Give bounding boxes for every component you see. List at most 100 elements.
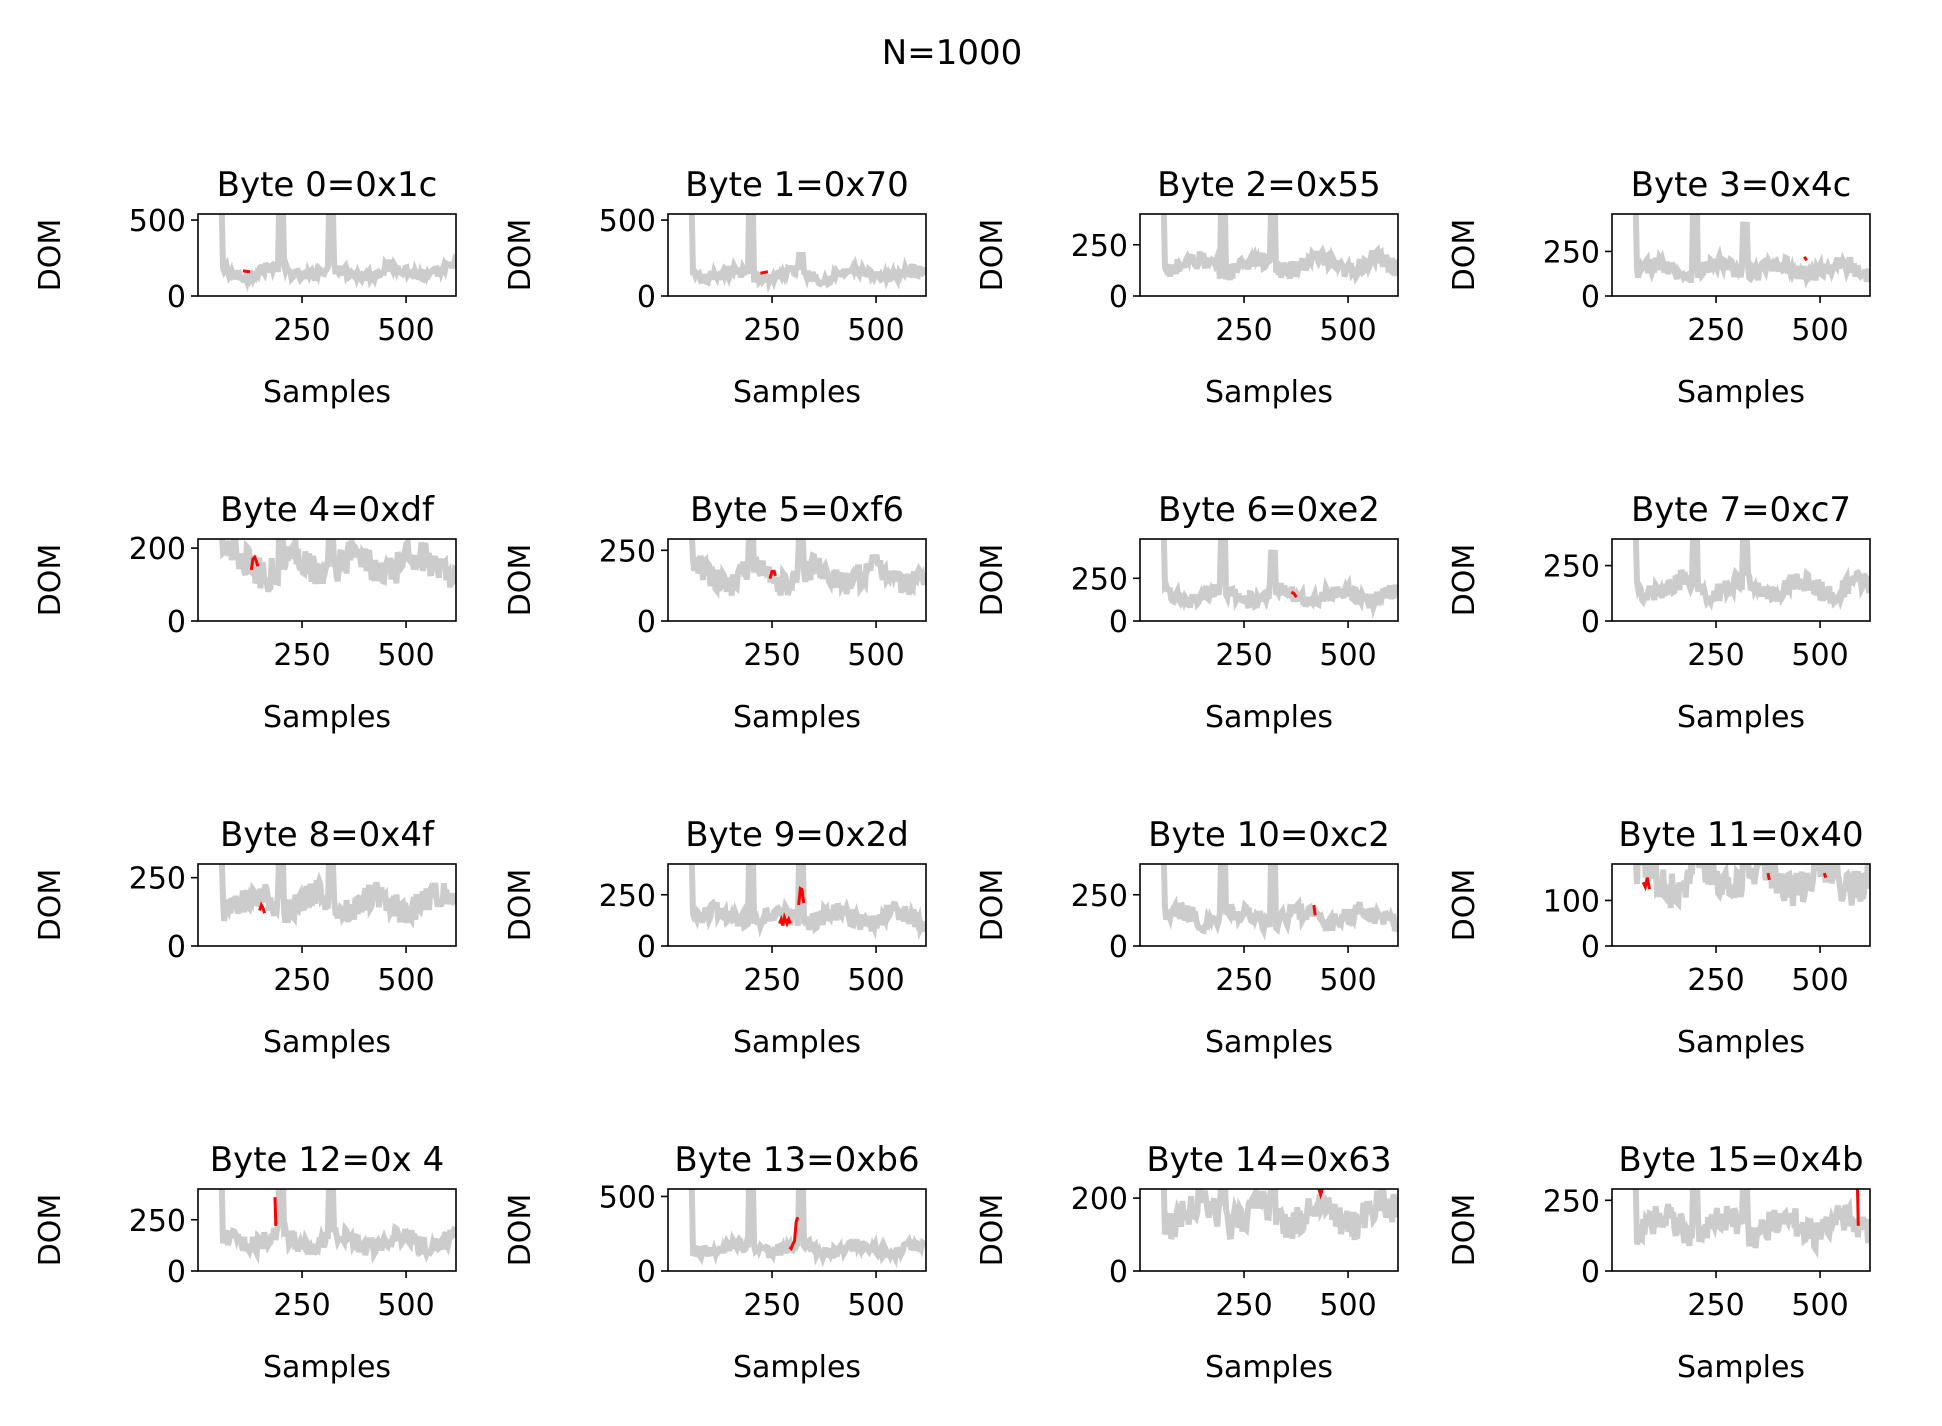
y-axis-label: DOM: [1447, 1194, 1482, 1267]
highlight-trace: [1766, 872, 1771, 881]
y-tick-label: 0: [1109, 1255, 1128, 1290]
x-tick-label: 500: [1319, 313, 1376, 348]
subplot-title: Byte 7=0xc7: [1631, 490, 1851, 530]
highlight-trace: [1856, 1189, 1860, 1226]
x-tick-label: 500: [1791, 1288, 1848, 1323]
y-tick-label: 200: [1071, 1182, 1128, 1217]
x-tick-label: 250: [1215, 638, 1272, 673]
subplot-byte-9: 250 500 0 250 Byte 9=0x2d Samples DOM: [503, 815, 927, 1060]
y-tick-label: 0: [1581, 930, 1600, 965]
subplot-title: Byte 9=0x2d: [685, 815, 909, 855]
x-tick-label: 250: [743, 1288, 800, 1323]
y-tick-label: 500: [599, 204, 656, 239]
subplot-title: Byte 15=0x4b: [1618, 1140, 1863, 1180]
y-tick-label: 250: [129, 862, 186, 897]
highlight-trace: [788, 1216, 800, 1252]
highlight-trace: [1822, 872, 1828, 879]
x-axis-label: Samples: [1205, 1350, 1333, 1385]
x-tick-label: 250: [1215, 963, 1272, 998]
subplot-byte-7: 250 500 0 250 Byte 7=0xc7 Samples DOM: [1447, 490, 1871, 735]
x-tick-label: 250: [273, 313, 330, 348]
subplot-title: Byte 12=0x 4: [210, 1140, 444, 1180]
axes-frame: [667, 1188, 927, 1272]
background-trace: [688, 1189, 926, 1269]
y-tick-label: 0: [1109, 280, 1128, 315]
x-axis-label: Samples: [733, 1025, 861, 1060]
y-tick-label: 250: [599, 879, 656, 914]
y-axis-label: DOM: [1447, 869, 1482, 942]
background-trace: [1160, 214, 1398, 285]
y-axis-label: DOM: [503, 1194, 538, 1267]
x-tick-label: 500: [377, 963, 434, 998]
y-axis-label: DOM: [33, 544, 68, 617]
y-axis-label: DOM: [1447, 544, 1482, 617]
y-tick-label: 0: [637, 1255, 656, 1290]
subplot-title: Byte 4=0xdf: [220, 490, 435, 530]
axes-frame: [1611, 1188, 1871, 1272]
subplot-byte-3: 250 500 0 250 Byte 3=0x4c Samples DOM: [1447, 165, 1871, 410]
subplot-byte-8: 250 500 0 250 Byte 8=0x4f Samples DOM: [33, 815, 457, 1060]
subplot-byte-10: 250 500 0 250 Byte 10=0xc2 Samples DOM: [975, 815, 1399, 1060]
subplot-title: Byte 3=0x4c: [1631, 165, 1852, 205]
x-axis-label: Samples: [263, 1350, 391, 1385]
axes-frame: [197, 538, 457, 622]
x-axis-label: Samples: [733, 700, 861, 735]
subplot-byte-1: 250 500 0 500 Byte 1=0x70 Samples DOM: [503, 165, 927, 410]
x-tick-label: 500: [1791, 963, 1848, 998]
x-tick-label: 250: [743, 638, 800, 673]
subplot-byte-6: 250 500 0 250 Byte 6=0xe2 Samples DOM: [975, 490, 1399, 735]
highlight-trace: [249, 554, 260, 571]
background-trace: [218, 214, 456, 293]
subplot-grid: 250 500 0 500 Byte 0=0x1c Samples DOM 250 500 0 50…: [33, 165, 1871, 1385]
highlight-trace: [1317, 1189, 1324, 1200]
highlight-trace: [768, 570, 777, 580]
x-axis-label: Samples: [1677, 700, 1805, 735]
axes-frame: [1611, 863, 1871, 947]
background-trace: [1160, 1189, 1398, 1241]
y-tick-label: 250: [1071, 562, 1128, 597]
subplot-title: Byte 6=0xe2: [1158, 490, 1380, 530]
highlight-trace: [242, 269, 251, 274]
background-trace: [218, 864, 456, 929]
y-tick-label: 0: [167, 605, 186, 640]
subplot-title: Byte 13=0xb6: [674, 1140, 919, 1180]
x-tick-label: 250: [273, 1288, 330, 1323]
y-tick-label: 0: [167, 1255, 186, 1290]
background-trace: [688, 214, 926, 294]
x-axis-label: Samples: [1677, 1025, 1805, 1060]
background-trace: [218, 1189, 456, 1265]
y-tick-label: 0: [637, 605, 656, 640]
highlight-trace: [1312, 904, 1317, 916]
y-tick-label: 0: [637, 930, 656, 965]
y-axis-label: DOM: [503, 219, 538, 292]
subplot-byte-13: 250 500 0 500 Byte 13=0xb6 Samples DOM: [503, 1140, 927, 1385]
y-tick-label: 250: [1071, 879, 1128, 914]
y-axis-label: DOM: [33, 219, 68, 292]
y-tick-label: 0: [1581, 605, 1600, 640]
y-tick-label: 0: [1109, 930, 1128, 965]
y-tick-label: 500: [129, 204, 186, 239]
x-tick-label: 500: [847, 963, 904, 998]
y-tick-label: 0: [1581, 280, 1600, 315]
y-tick-label: 0: [167, 930, 186, 965]
y-tick-label: 250: [599, 534, 656, 569]
background-trace: [1160, 539, 1398, 619]
subplot-title: Byte 2=0x55: [1157, 165, 1381, 205]
highlight-trace: [778, 912, 792, 928]
highlight-trace: [273, 1197, 278, 1226]
x-tick-label: 250: [273, 638, 330, 673]
x-tick-label: 500: [847, 638, 904, 673]
y-tick-label: 0: [1109, 605, 1128, 640]
highlight-trace: [1641, 877, 1651, 892]
x-tick-label: 250: [1687, 1288, 1744, 1323]
x-tick-label: 500: [1791, 313, 1848, 348]
axes-frame: [1139, 863, 1399, 947]
y-tick-label: 500: [599, 1180, 656, 1215]
y-axis-label: DOM: [503, 544, 538, 617]
axes-frame: [1611, 538, 1871, 622]
x-axis-label: Samples: [733, 1350, 861, 1385]
y-axis-label: DOM: [503, 869, 538, 942]
subplot-title: Byte 1=0x70: [685, 165, 909, 205]
x-tick-label: 250: [743, 313, 800, 348]
